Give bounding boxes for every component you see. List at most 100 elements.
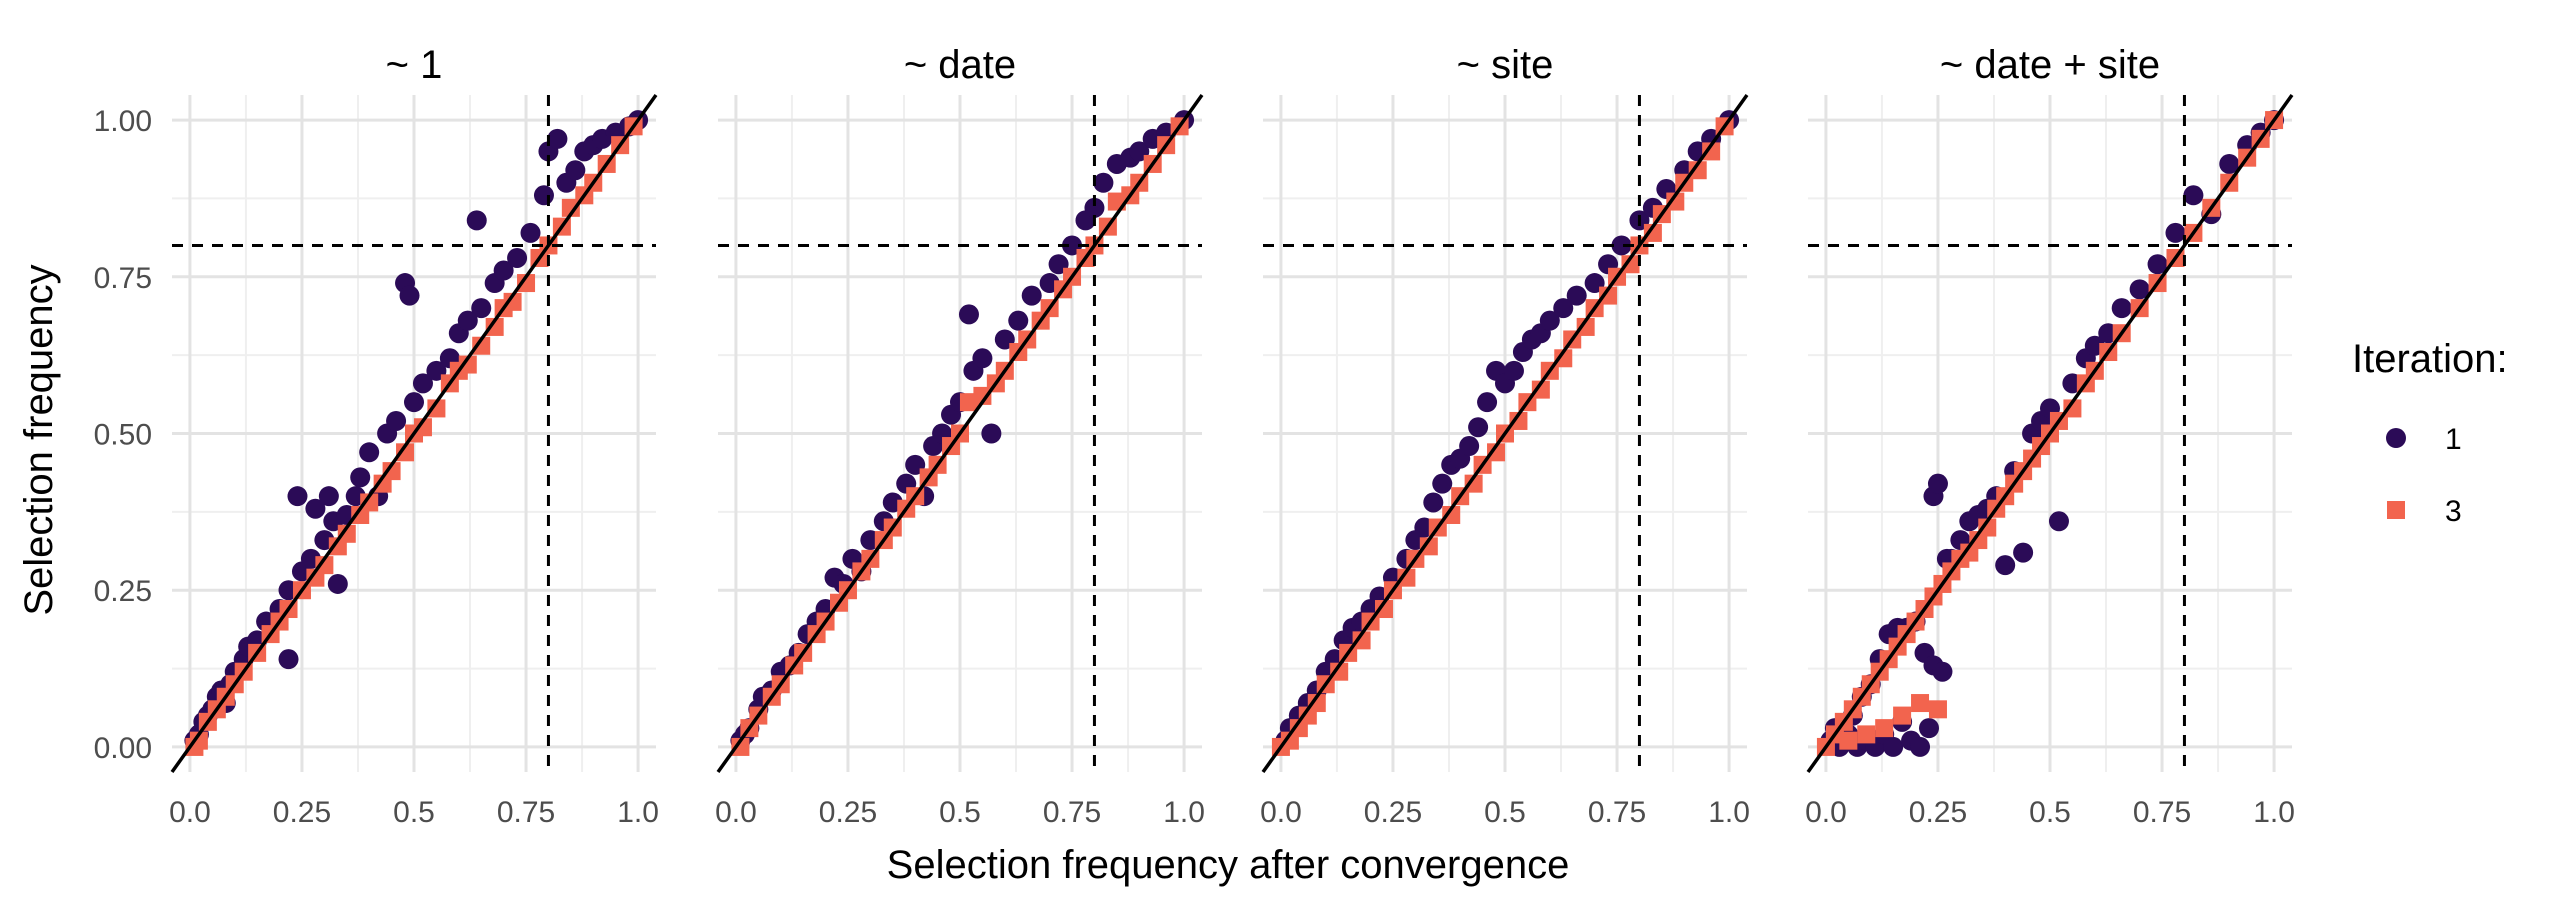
data-point-iteration-1 — [1423, 492, 1444, 513]
x-tick-label: 1.0 — [1708, 796, 1750, 829]
data-point-iteration-1 — [533, 185, 554, 206]
data-point-iteration-3 — [1375, 600, 1393, 619]
identity-line — [1261, 93, 1749, 774]
data-point-iteration-1 — [1093, 172, 1114, 193]
data-point-iteration-3 — [1857, 725, 1876, 744]
data-point-iteration-3 — [1554, 349, 1573, 368]
data-point-iteration-3 — [1487, 443, 1506, 462]
data-point-iteration-3 — [458, 355, 477, 374]
data-point-iteration-3 — [1911, 694, 1930, 713]
legend-label-1: 1 — [2445, 423, 2462, 456]
data-point-iteration-1 — [457, 310, 478, 331]
data-point-iteration-3 — [360, 493, 379, 512]
data-point-iteration-1 — [1539, 310, 1560, 331]
legend-title: Iteration: — [2352, 337, 2508, 381]
data-point-iteration-1 — [412, 373, 433, 394]
data-point-iteration-1 — [520, 222, 541, 243]
data-point-iteration-3 — [731, 737, 750, 756]
data-point-iteration-3 — [1330, 662, 1349, 681]
legend-key-1 — [2386, 428, 2406, 448]
data-point-iteration-1 — [1468, 417, 1489, 438]
data-point-iteration-3 — [1643, 223, 1662, 242]
data-point-iteration-3 — [1839, 731, 1858, 750]
data-point-iteration-3 — [472, 336, 491, 355]
data-point-iteration-1 — [1910, 736, 1931, 757]
data-point-iteration-1 — [1995, 555, 2016, 576]
identity-line — [716, 93, 1204, 774]
data-point-iteration-3 — [1928, 700, 1947, 719]
data-point-iteration-3 — [1419, 537, 1438, 556]
data-point-iteration-3 — [189, 731, 208, 750]
data-point-iteration-1 — [1927, 473, 1948, 494]
data-point-iteration-3 — [1576, 317, 1595, 336]
data-point-iteration-1 — [278, 649, 299, 670]
data-point-iteration-3 — [427, 399, 446, 418]
x-tick-label: 0.25 — [273, 796, 331, 829]
data-point-iteration-1 — [547, 128, 568, 149]
data-point-iteration-1 — [2183, 185, 2204, 206]
data-point-iteration-3 — [1875, 719, 1894, 738]
x-tick-label: 0.5 — [1484, 796, 1526, 829]
data-point-iteration-1 — [1477, 392, 1498, 413]
x-tick-label: 0.75 — [2133, 796, 2191, 829]
x-tick-label: 0.25 — [819, 796, 877, 829]
data-point-iteration-3 — [1621, 255, 1640, 274]
data-point-iteration-1 — [466, 210, 487, 231]
panels-layer: ~ 10.0 0.25 0.5 0.75 1.00.000.250.500.751.00… — [94, 43, 2295, 829]
data-point-iteration-1 — [1432, 473, 1453, 494]
x-tick-label: 0.0 — [1260, 796, 1302, 829]
data-point-iteration-1 — [2111, 298, 2132, 319]
data-point-iteration-1 — [981, 423, 1002, 444]
x-tick-label: 0.0 — [169, 796, 211, 829]
data-point-iteration-1 — [1919, 718, 1939, 739]
data-point-iteration-1 — [350, 467, 371, 488]
data-point-iteration-3 — [315, 556, 334, 575]
panel-title: ~ date — [904, 43, 1016, 87]
data-point-iteration-1 — [1611, 235, 1632, 256]
data-point-iteration-3 — [1702, 142, 1721, 161]
x-tick-label: 0.0 — [715, 796, 757, 829]
x-tick-label: 1.0 — [2253, 796, 2295, 829]
data-point-iteration-1 — [305, 498, 326, 519]
panel-3: ~ site 0.0 0.25 0.5 0.75 1.0 — [1260, 43, 1750, 829]
y-tick-label: 0.25 — [94, 575, 152, 608]
data-point-iteration-1 — [1883, 736, 1904, 757]
data-point-iteration-1 — [2219, 153, 2240, 174]
data-point-iteration-3 — [1307, 694, 1326, 713]
data-point-iteration-3 — [1688, 161, 1707, 180]
data-point-iteration-1 — [404, 392, 424, 413]
x-tick-label: 0.25 — [1909, 796, 1967, 829]
data-point-iteration-3 — [337, 524, 356, 543]
panel-title: ~ site — [1457, 43, 1554, 87]
x-tick-label: 0.75 — [1588, 796, 1646, 829]
data-point-iteration-1 — [2048, 511, 2069, 532]
data-point-iteration-3 — [1531, 380, 1550, 399]
data-point-iteration-1 — [507, 247, 528, 268]
x-tick-label: 1.0 — [617, 796, 659, 829]
data-point-iteration-3 — [413, 418, 432, 437]
data-point-iteration-1 — [493, 260, 514, 281]
data-point-iteration-3 — [1666, 192, 1685, 211]
data-point-iteration-1 — [958, 304, 979, 325]
data-point-iteration-3 — [2063, 399, 2082, 418]
data-point-iteration-1 — [2013, 542, 2034, 563]
x-tick-label: 0.5 — [393, 796, 435, 829]
data-point-iteration-3 — [382, 462, 401, 481]
x-tick-label: 0.75 — [1043, 796, 1101, 829]
x-tick-label: 0.5 — [2029, 796, 2071, 829]
y-tick-label: 0.00 — [94, 732, 152, 765]
y-tick-label: 0.75 — [94, 262, 152, 295]
data-point-iteration-3 — [503, 292, 522, 311]
panel-title: ~ 1 — [386, 43, 443, 87]
data-point-iteration-1 — [318, 486, 339, 507]
identity-line — [170, 93, 658, 774]
legend: Iteration: 1 3 — [2352, 337, 2508, 528]
data-point-iteration-1 — [1932, 661, 1953, 682]
data-point-iteration-1 — [1566, 285, 1587, 306]
y-axis-title: Selection frequency — [17, 264, 61, 615]
y-tick-label: 1.00 — [94, 105, 152, 138]
data-point-iteration-1 — [1084, 197, 1105, 218]
data-point-iteration-1 — [565, 160, 586, 181]
x-tick-label: 0.5 — [939, 796, 981, 829]
